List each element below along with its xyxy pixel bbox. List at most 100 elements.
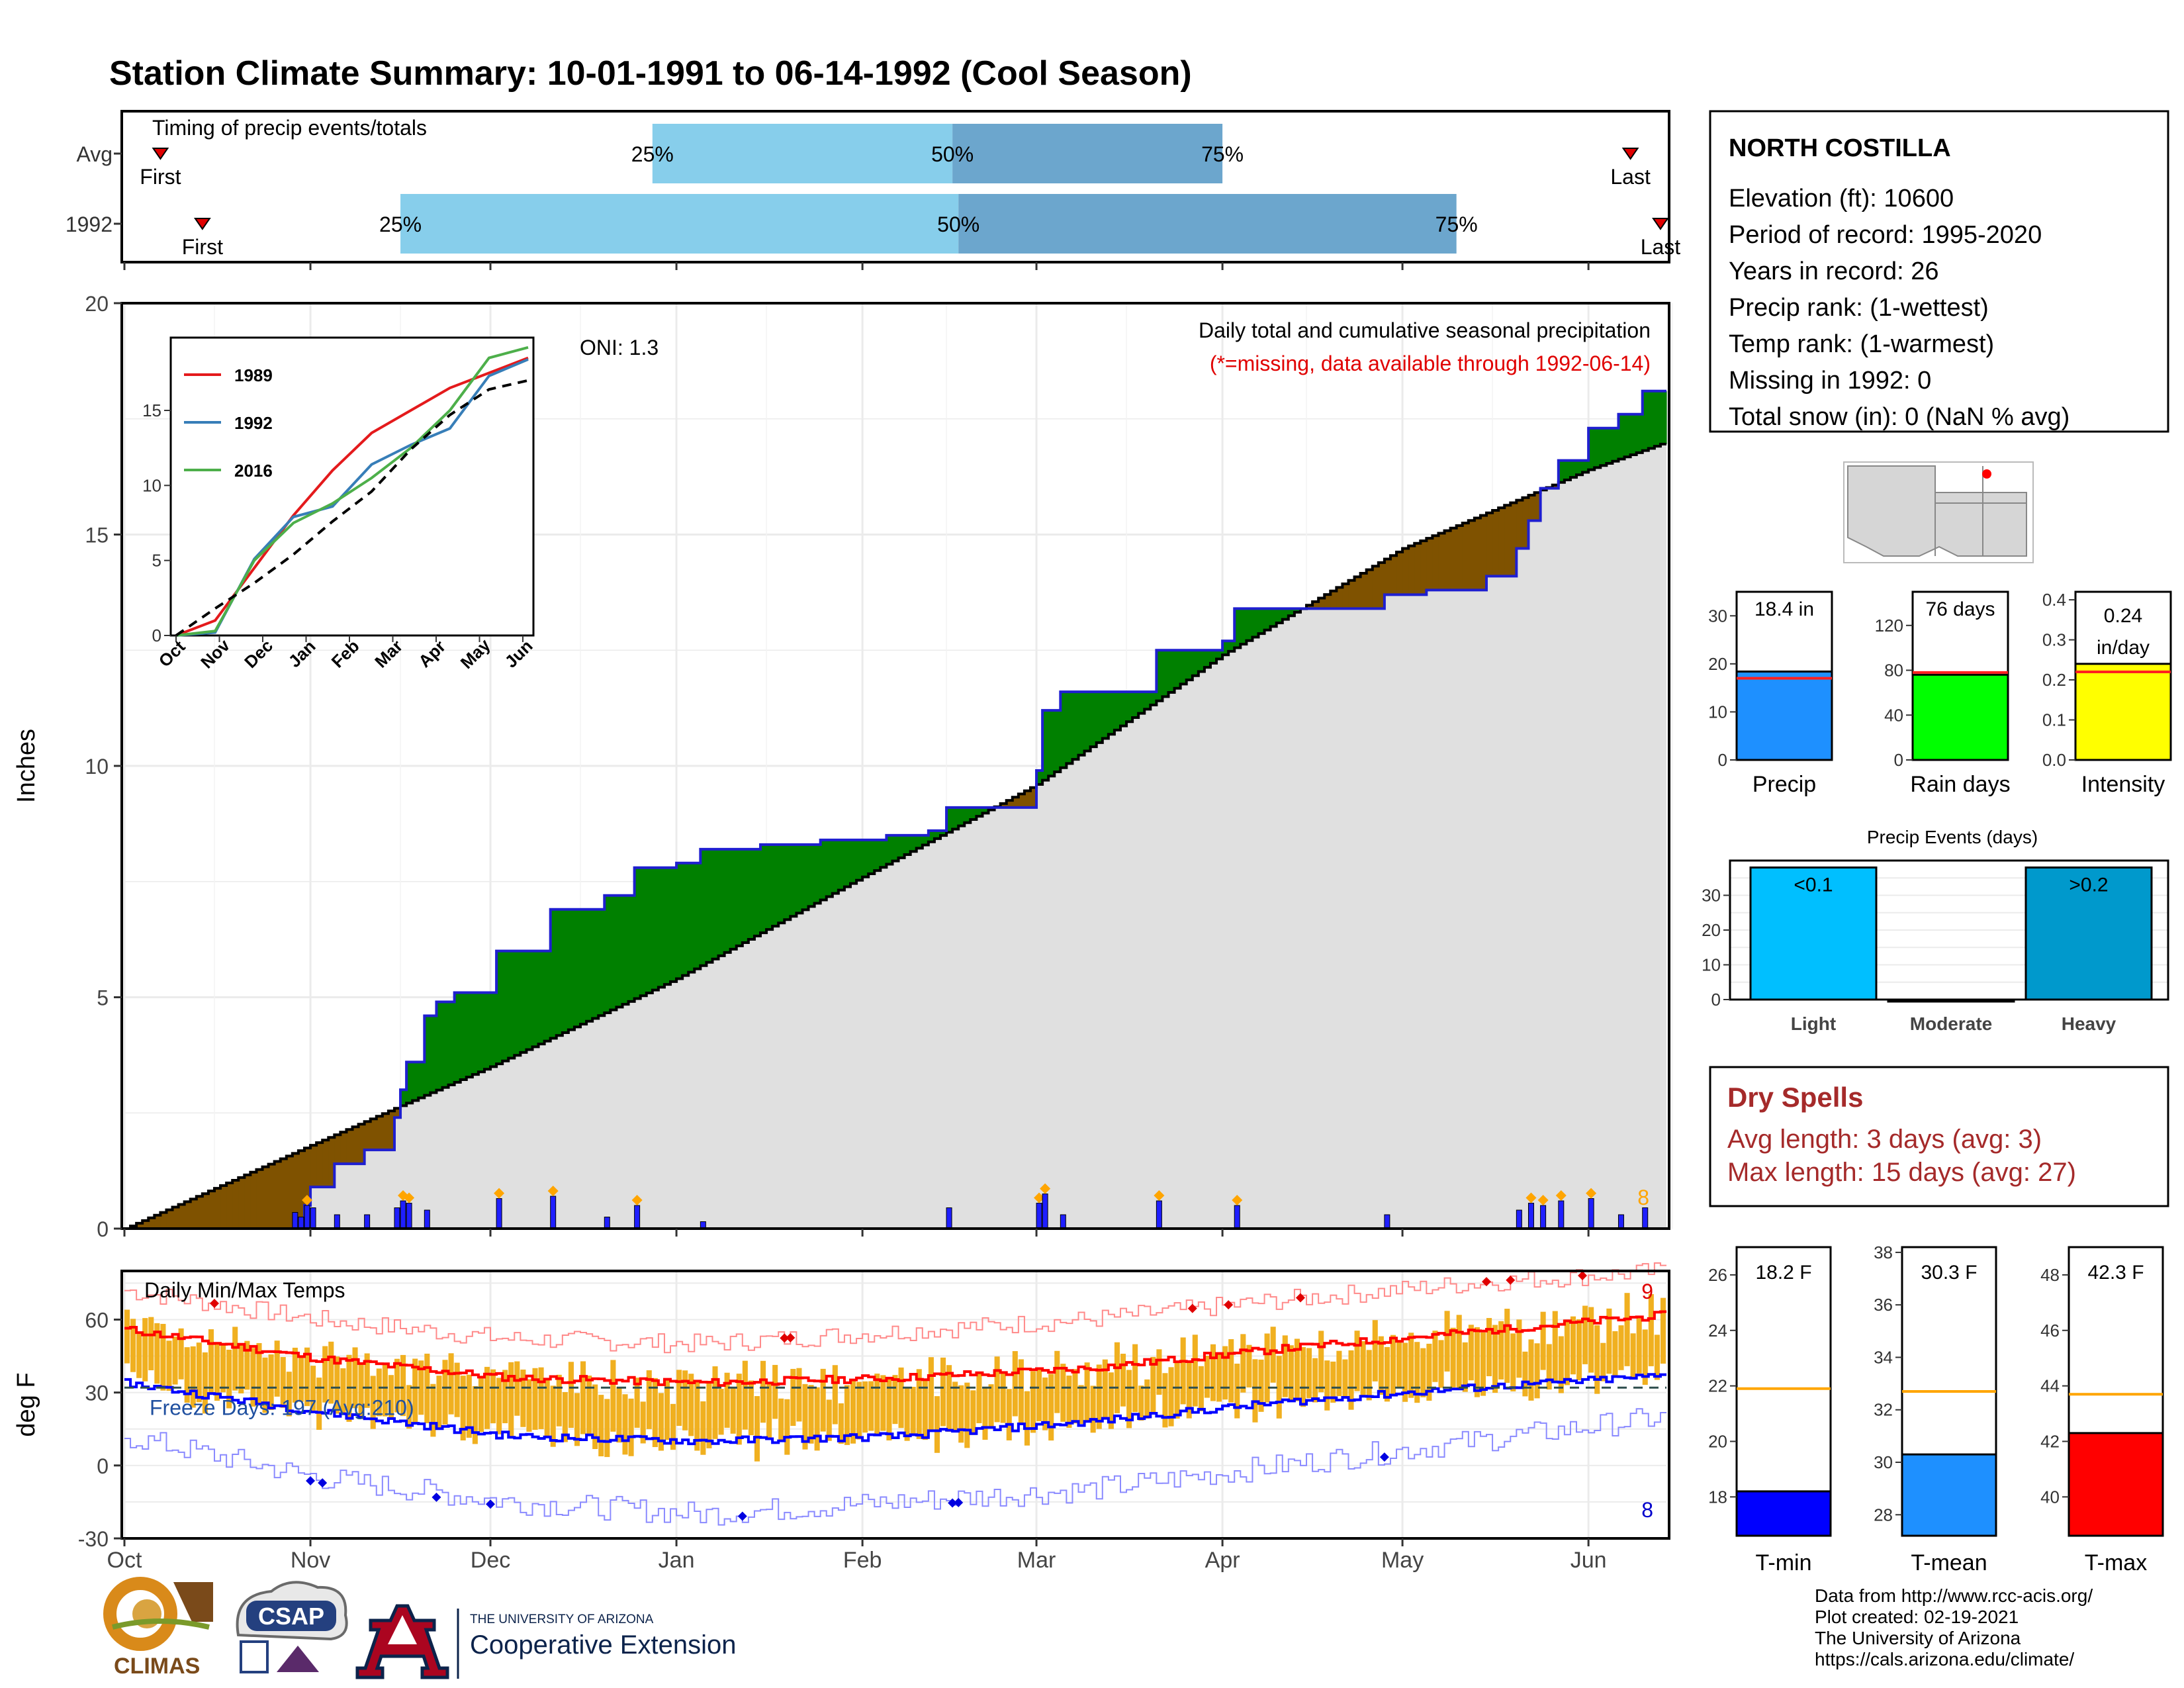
heavy-precip-marker bbox=[1154, 1190, 1165, 1201]
station-info-line: Precip rank: (1-wettest) bbox=[1729, 294, 1989, 322]
timing-p50-label: 50% bbox=[937, 212, 979, 236]
surplus-strip bbox=[520, 951, 527, 1053]
surplus-strip bbox=[820, 839, 827, 900]
surplus-strip bbox=[1126, 692, 1133, 722]
record-max-marker bbox=[209, 1298, 219, 1308]
deficit-strip bbox=[196, 1196, 203, 1229]
daily-temp-bar bbox=[1552, 1311, 1558, 1383]
record-max-marker bbox=[1578, 1271, 1588, 1281]
daily-temp-bar bbox=[604, 1399, 610, 1458]
daily-precip-bar bbox=[1156, 1200, 1162, 1229]
daily-temp-bar bbox=[994, 1356, 1000, 1423]
daily-temp-bar bbox=[196, 1342, 202, 1403]
temp-summary-value: 30.3 F bbox=[1921, 1262, 1977, 1284]
daily-temp-bar bbox=[1588, 1307, 1594, 1373]
precip-summary-value: 18.4 in bbox=[1754, 598, 1814, 620]
deficit-strip bbox=[1306, 605, 1313, 609]
precip-summary-value: 0.24 bbox=[2104, 605, 2142, 627]
deficit-strip bbox=[1324, 594, 1331, 609]
temp-x-tick-label: Feb bbox=[843, 1548, 882, 1573]
daily-temp-bar bbox=[1570, 1316, 1576, 1375]
station-info-line: Years in record: 26 bbox=[1729, 258, 1939, 285]
daily-temp-bar bbox=[1624, 1293, 1630, 1366]
temp-x-tick-label: Jun bbox=[1570, 1548, 1607, 1573]
deficit-strip bbox=[220, 1186, 227, 1229]
surplus-strip bbox=[1108, 692, 1115, 735]
daily-temp-bar bbox=[658, 1393, 664, 1451]
record-max-line bbox=[124, 1262, 1666, 1354]
precip-summary-tick-label: 0.2 bbox=[2042, 670, 2066, 690]
record-min-marker bbox=[306, 1476, 316, 1485]
deficit-strip bbox=[154, 1215, 161, 1229]
daily-temp-bar bbox=[1540, 1311, 1546, 1370]
deficit-strip bbox=[1510, 502, 1517, 577]
daily-temp-bar bbox=[1420, 1348, 1426, 1397]
surplus-strip bbox=[1138, 692, 1145, 714]
daily-temp-bar bbox=[1276, 1356, 1282, 1419]
daily-precip-bar bbox=[1617, 1214, 1624, 1229]
daily-temp-bar bbox=[1036, 1369, 1042, 1421]
surplus-strip bbox=[532, 951, 539, 1047]
daily-temp-bar bbox=[1270, 1327, 1276, 1383]
daily-temp-bar bbox=[208, 1329, 214, 1395]
daily-temp-bar bbox=[1192, 1335, 1198, 1407]
surplus-strip bbox=[562, 909, 569, 1033]
surplus-strip bbox=[814, 844, 821, 904]
daily-temp-bar bbox=[238, 1344, 244, 1393]
surplus-strip bbox=[712, 849, 719, 959]
deficit-strip bbox=[1474, 518, 1481, 590]
deficit-strip bbox=[244, 1174, 251, 1229]
heavy-precip-marker bbox=[404, 1192, 415, 1203]
temp-x-tick-label: Apr bbox=[1205, 1548, 1240, 1573]
daily-temp-bar bbox=[1660, 1297, 1666, 1364]
daily-temp-bar bbox=[568, 1362, 574, 1429]
precip-summary-tick-label: 10 bbox=[1708, 702, 1727, 722]
record-min-count: 8 bbox=[1641, 1498, 1653, 1522]
surplus-strip bbox=[574, 909, 581, 1027]
precip-summary-tick-label: 0 bbox=[1718, 750, 1727, 770]
surplus-strip bbox=[430, 1015, 437, 1093]
surplus-strip bbox=[496, 951, 503, 1064]
daily-temp-bar bbox=[316, 1378, 322, 1430]
daily-temp-bar bbox=[1060, 1364, 1066, 1422]
surplus-strip bbox=[550, 909, 557, 1039]
daily-temp-bar bbox=[442, 1360, 448, 1425]
surplus-strip bbox=[856, 839, 863, 880]
cum-title: Daily total and cumulative seasonal prec… bbox=[1199, 318, 1651, 342]
deficit-strip bbox=[1552, 485, 1559, 489]
deficit-strip bbox=[1516, 500, 1524, 549]
surplus-strip bbox=[1186, 650, 1193, 680]
daily-temp-bar bbox=[340, 1368, 346, 1413]
daily-temp-bar bbox=[226, 1349, 232, 1409]
events-tick-label: 10 bbox=[1702, 955, 1721, 975]
timing-bar-upper bbox=[952, 124, 1223, 183]
surplus-strip bbox=[1216, 650, 1223, 659]
daily-temp-bar bbox=[166, 1340, 172, 1391]
daily-precip-bar bbox=[550, 1196, 557, 1229]
daily-temp-bar bbox=[1558, 1336, 1564, 1393]
daily-temp-bar bbox=[826, 1399, 832, 1441]
deficit-strip bbox=[346, 1129, 353, 1164]
daily-temp-bar bbox=[1528, 1339, 1534, 1401]
deficit-strip bbox=[358, 1124, 365, 1164]
daily-temp-bar bbox=[592, 1384, 598, 1450]
daily-temp-bar bbox=[670, 1403, 676, 1450]
record-min-marker bbox=[737, 1511, 747, 1521]
surplus-strip bbox=[754, 849, 761, 937]
daily-temp-bar bbox=[1654, 1335, 1660, 1380]
daily-temp-bar bbox=[1456, 1315, 1462, 1389]
deficit-strip bbox=[1348, 580, 1355, 609]
daily-temp-bar bbox=[1600, 1342, 1606, 1382]
daily-temp-bar bbox=[1204, 1355, 1210, 1398]
daily-temp-bar bbox=[130, 1319, 136, 1372]
page-title: Station Climate Summary: 10-01-1991 to 0… bbox=[109, 54, 1192, 93]
surplus-strip bbox=[1036, 770, 1043, 784]
surplus-strip bbox=[718, 849, 725, 956]
logos: CLIMAS CSAP THE UNIVERSITY OF ARIZONA Co… bbox=[103, 1577, 736, 1679]
deficit-strip bbox=[1456, 525, 1463, 590]
daily-temp-bar bbox=[1162, 1373, 1168, 1428]
climas-logo: CLIMAS bbox=[103, 1577, 213, 1679]
daily-temp-bar bbox=[1126, 1370, 1132, 1429]
deficit-strip bbox=[238, 1177, 245, 1229]
